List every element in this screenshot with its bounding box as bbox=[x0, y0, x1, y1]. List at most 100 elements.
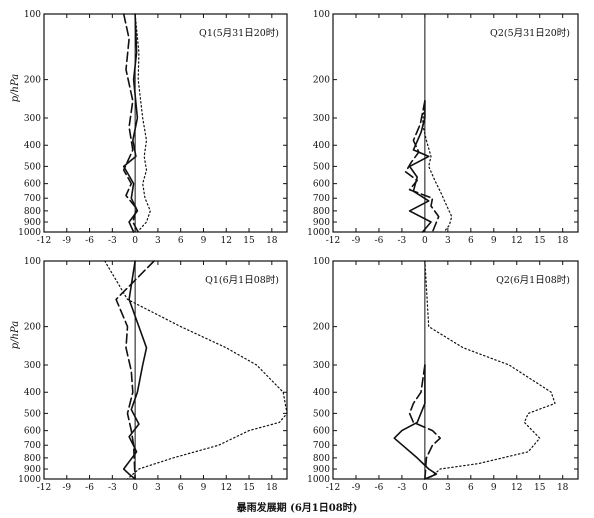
y-tick-label: 400 bbox=[24, 388, 41, 398]
x-tick-label: -3 bbox=[398, 236, 407, 246]
x-tick-label: 0 bbox=[132, 236, 138, 246]
x-tick-label: 3 bbox=[445, 483, 451, 493]
series-line-dotted bbox=[422, 100, 453, 233]
y-tick-label: 500 bbox=[313, 162, 330, 172]
series-line-dashed bbox=[408, 364, 442, 480]
x-tick-label: 0 bbox=[422, 236, 428, 246]
y-tick-label: 300 bbox=[313, 114, 330, 124]
y-tick-label: 600 bbox=[24, 427, 41, 437]
panel-title: Q2(5月31日20时) bbox=[490, 27, 570, 39]
plot-frame bbox=[43, 13, 288, 233]
y-tick-label: 600 bbox=[313, 180, 330, 190]
x-tick-label: 12 bbox=[221, 236, 232, 246]
y-tick-label: 300 bbox=[24, 361, 41, 371]
y-tick-label: 200 bbox=[313, 323, 330, 333]
series-line-dotted bbox=[104, 260, 288, 480]
x-tick-label: 6 bbox=[468, 236, 474, 246]
plot-frame bbox=[332, 13, 579, 233]
x-tick-label: -3 bbox=[398, 483, 407, 493]
x-tick-label: 12 bbox=[511, 483, 522, 493]
y-tick-label: 800 bbox=[24, 454, 41, 464]
x-tick-label: 15 bbox=[534, 236, 546, 246]
x-tick-label: 9 bbox=[201, 483, 207, 493]
y-tick-label: 1000 bbox=[18, 228, 41, 238]
x-tick-label: -12 bbox=[37, 236, 52, 246]
y-tick-label: 100 bbox=[313, 10, 330, 20]
y-tick-label: 900 bbox=[24, 465, 41, 475]
x-tick-label: 3 bbox=[155, 483, 161, 493]
y-tick-label: 900 bbox=[24, 218, 41, 228]
x-tick-label: -6 bbox=[375, 483, 384, 493]
x-tick-label: 9 bbox=[491, 483, 497, 493]
x-tick-label: 6 bbox=[178, 483, 184, 493]
y-tick-label: 1000 bbox=[307, 475, 330, 485]
x-tick-label: -3 bbox=[108, 483, 117, 493]
series-line-dotted bbox=[424, 260, 556, 480]
y-tick-label: 400 bbox=[24, 141, 41, 151]
x-tick-label: 18 bbox=[266, 236, 278, 246]
x-tick-label: 18 bbox=[557, 483, 569, 493]
y-tick-label: 500 bbox=[24, 409, 41, 419]
y-tick-label: 800 bbox=[313, 454, 330, 464]
x-tick-label: 15 bbox=[243, 483, 255, 493]
y-tick-label: 400 bbox=[313, 388, 330, 398]
x-tick-label: -12 bbox=[326, 483, 341, 493]
x-tick-label: -6 bbox=[85, 236, 94, 246]
x-tick-label: -9 bbox=[352, 236, 361, 246]
y-tick-label: 500 bbox=[313, 409, 330, 419]
series-line-dashed bbox=[122, 13, 139, 233]
y-tick-label: 600 bbox=[24, 180, 41, 190]
x-tick-label: -9 bbox=[62, 236, 71, 246]
plot-frame bbox=[332, 260, 579, 480]
x-tick-label: -3 bbox=[108, 236, 117, 246]
x-tick-label: 3 bbox=[445, 236, 451, 246]
y-tick-label: 700 bbox=[24, 194, 41, 204]
y-axis-label: p/hPa bbox=[10, 321, 21, 349]
x-tick-label: -12 bbox=[326, 236, 341, 246]
y-tick-label: 500 bbox=[24, 162, 41, 172]
y-tick-label: 100 bbox=[24, 257, 41, 267]
y-tick-label: 200 bbox=[313, 76, 330, 86]
panel-title: Q1(5月31日20时) bbox=[199, 27, 279, 39]
y-tick-label: 1000 bbox=[18, 475, 41, 485]
x-tick-label: -6 bbox=[375, 236, 384, 246]
series-line-solid bbox=[122, 260, 148, 480]
chart-panel-2: -12 -9 -6 -3 0 3 6 9 12 15 18 100 200 300 400 500 600 700… bbox=[307, 10, 579, 246]
panel-title: Q2(6月1日08时) bbox=[496, 274, 570, 286]
x-tick-label: -9 bbox=[352, 483, 361, 493]
x-tick-label: -6 bbox=[85, 483, 94, 493]
y-tick-label: 400 bbox=[313, 141, 330, 151]
x-tick-label: 18 bbox=[266, 483, 278, 493]
y-tick-label: 200 bbox=[24, 76, 41, 86]
x-tick-label: -12 bbox=[37, 483, 52, 493]
x-tick-label: 12 bbox=[511, 236, 522, 246]
x-tick-label: 0 bbox=[132, 483, 138, 493]
footer-caption: 暴雨发展期 (6月1日08时) bbox=[236, 501, 358, 514]
plot-frame bbox=[43, 260, 288, 480]
x-tick-label: 6 bbox=[178, 236, 184, 246]
y-tick-label: 300 bbox=[313, 361, 330, 371]
panels-group: -12 -9 -6 -3 0 3 6 9 12 15 18100200300400500600700… bbox=[10, 10, 579, 493]
x-tick-label: -9 bbox=[62, 483, 71, 493]
y-tick-label: 600 bbox=[313, 427, 330, 437]
x-tick-label: 6 bbox=[468, 483, 474, 493]
x-tick-label: 3 bbox=[155, 236, 161, 246]
series-line-solid bbox=[393, 364, 438, 480]
y-tick-label: 800 bbox=[313, 207, 330, 217]
y-tick-label: 900 bbox=[313, 465, 330, 475]
x-tick-label: 15 bbox=[243, 236, 255, 246]
chart-panel-3: -12 -9 -6 -3 0 3 6 9 12 15 18 100 200 300 400 500 600 700… bbox=[10, 257, 288, 493]
series-line-dashed bbox=[404, 100, 440, 233]
y-tick-label: 1000 bbox=[307, 228, 330, 238]
y-tick-label: 100 bbox=[313, 257, 330, 267]
y-tick-label: 800 bbox=[24, 207, 41, 217]
x-tick-label: 9 bbox=[201, 236, 207, 246]
y-tick-label: 700 bbox=[24, 441, 41, 451]
x-tick-label: 0 bbox=[422, 483, 428, 493]
series-line-solid bbox=[408, 100, 432, 233]
chart-panel-1: -12 -9 -6 -3 0 3 6 9 12 15 18 100 200 300 400 500 600 700… bbox=[10, 10, 288, 246]
x-tick-label: 18 bbox=[557, 236, 569, 246]
y-tick-label: 300 bbox=[24, 114, 41, 124]
panel-title: Q1(6月1日08时) bbox=[205, 274, 279, 286]
